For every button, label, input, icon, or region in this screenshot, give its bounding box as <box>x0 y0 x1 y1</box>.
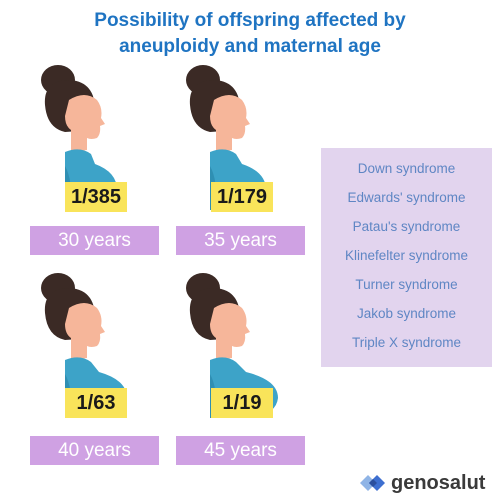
syndrome-item: Triple X syndrome <box>351 335 462 350</box>
age-label: 45 years <box>176 436 305 465</box>
brand-logo: genosalut <box>357 469 497 497</box>
syndrome-item: Patau's syndrome <box>352 219 461 234</box>
syndromes-panel: Down syndrome Edwards' syndrome Patau's … <box>321 148 492 367</box>
ratio-badge: 1/19 <box>211 388 273 418</box>
ratio-badge: 1/179 <box>211 182 273 212</box>
genosalut-logo-icon <box>360 475 385 491</box>
syndrome-item: Klinefelter syndrome <box>344 248 469 263</box>
age-label: 30 years <box>30 226 159 255</box>
syndrome-item: Turner syndrome <box>355 277 458 292</box>
ratio-badge: 1/63 <box>65 388 127 418</box>
syndrome-item: Down syndrome <box>357 161 456 176</box>
age-label: 35 years <box>176 226 305 255</box>
syndrome-item: Edwards' syndrome <box>347 190 466 205</box>
page-title: Possibility of offspring affected by ane… <box>0 8 500 60</box>
brand-name: genosalut <box>391 472 486 494</box>
title-line-2: aneuploidy and maternal age <box>119 36 381 57</box>
age-label: 40 years <box>30 436 159 465</box>
ratio-badge: 1/385 <box>65 182 127 212</box>
syndrome-item: Jakob syndrome <box>356 306 457 321</box>
title-line-1: Possibility of offspring affected by <box>94 10 406 31</box>
